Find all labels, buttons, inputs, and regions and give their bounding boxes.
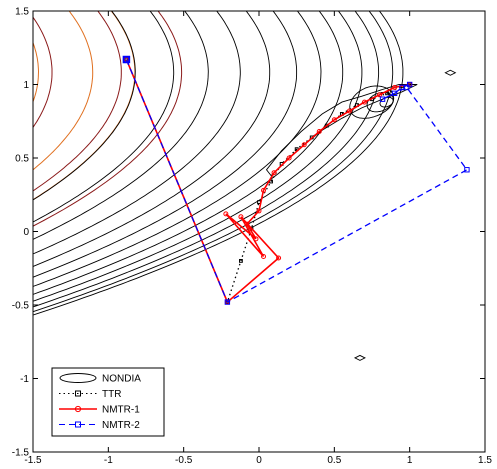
data-point-ttr <box>324 123 329 128</box>
legend-swatch-ttr-marker <box>75 390 81 397</box>
x-tick-label: 1 <box>407 455 413 464</box>
contour-line-black <box>33 11 136 201</box>
data-point-nmtr-1 <box>392 84 398 90</box>
legend-swatch-nmtr-2-marker <box>75 421 81 428</box>
data-point-nmtr-1 <box>261 253 267 259</box>
x-tick-label: -1.5 <box>24 455 42 464</box>
data-point-nmtr-1 <box>271 170 277 176</box>
data-point-nmtr-1 <box>253 236 259 242</box>
data-point-nmtr-2 <box>224 299 231 305</box>
y-tick-label: -1 <box>20 374 29 385</box>
series-layer <box>122 55 470 361</box>
contour-line-black <box>33 11 175 223</box>
legend-label: TTR <box>102 389 121 400</box>
x-tick-label: -0.5 <box>175 455 193 464</box>
contour-line-orange <box>33 11 94 171</box>
data-point-nmtr-1 <box>316 129 322 135</box>
data-point-nmtr-1 <box>286 155 292 161</box>
legend-label: NMTR-1 <box>102 405 140 416</box>
data-point-nmtr-2 <box>406 81 413 88</box>
contour-island-marker <box>353 354 366 361</box>
legend-label: NONDIA <box>102 374 141 385</box>
data-point-nmtr-1 <box>361 99 367 105</box>
y-tick-label: 1.5 <box>15 7 29 18</box>
data-point-nmtr-2 <box>391 90 398 97</box>
contour-line-dark-red <box>33 11 122 192</box>
start-point-marker <box>122 55 131 64</box>
contour-line-black <box>33 11 209 240</box>
x-tick-label: 1.5 <box>478 455 492 464</box>
contour-line-black <box>33 11 298 278</box>
data-point-nmtr-1 <box>244 221 250 227</box>
y-tick-label: -1.5 <box>12 448 30 459</box>
contour-line-dark-red <box>33 16 53 129</box>
legend-swatch-nmtr-1-marker <box>74 405 82 413</box>
y-tick-label: -0.5 <box>12 301 30 312</box>
y-tick-label: 1 <box>23 80 29 91</box>
contour-line-inner <box>379 96 394 108</box>
x-tick-label: 0.5 <box>327 455 341 464</box>
contour-island-marker <box>444 69 457 76</box>
contour-line-inner <box>366 91 394 113</box>
legend-swatch-nondia <box>59 373 97 383</box>
data-point-nmtr-1 <box>301 142 307 148</box>
y-tick-label: 0.5 <box>15 154 29 165</box>
data-point-nmtr-1 <box>346 108 352 114</box>
data-point-nmtr-2 <box>379 96 386 102</box>
x-tick-label: -1 <box>104 455 113 464</box>
data-point-nmtr-1 <box>223 211 229 217</box>
series-line-nmtr-2 <box>125 59 468 304</box>
data-point-nmtr-1 <box>261 187 267 193</box>
tick-layer: -1.5 -1 -0.5 0 0.5 1 1.5 -1.5 -1 -0.5 0 0.5 1 1.5 <box>12 7 493 467</box>
contour-line-black <box>33 11 380 308</box>
data-point-ttr <box>239 259 243 263</box>
data-point-nmtr-1 <box>256 208 262 214</box>
y-tick-label: 0 <box>23 227 29 238</box>
data-point-nmtr-1 <box>276 255 282 261</box>
contour-line-black <box>33 11 344 295</box>
data-point-nmtr-1 <box>377 92 383 98</box>
data-point-nmtr-2 <box>123 56 130 63</box>
legend: NONDIA TTR NMTR-1 NMTR-2 <box>51 367 165 437</box>
legend-label: NMTR-2 <box>102 420 140 431</box>
contour-line-black <box>33 11 322 287</box>
contour-line-black <box>33 11 241 255</box>
data-point-nmtr-2 <box>464 167 470 173</box>
contour-line-black <box>33 11 363 302</box>
data-point-nmtr-1 <box>331 117 337 123</box>
contour-line-black <box>33 11 394 313</box>
x-tick-label: 0 <box>256 455 262 464</box>
data-point-nmtr-2 <box>399 84 405 91</box>
data-point-nmtr-1 <box>238 214 244 220</box>
contour-line-dark-red <box>33 11 183 227</box>
contour-line-black <box>33 11 271 267</box>
series-line-ttr <box>125 59 410 304</box>
